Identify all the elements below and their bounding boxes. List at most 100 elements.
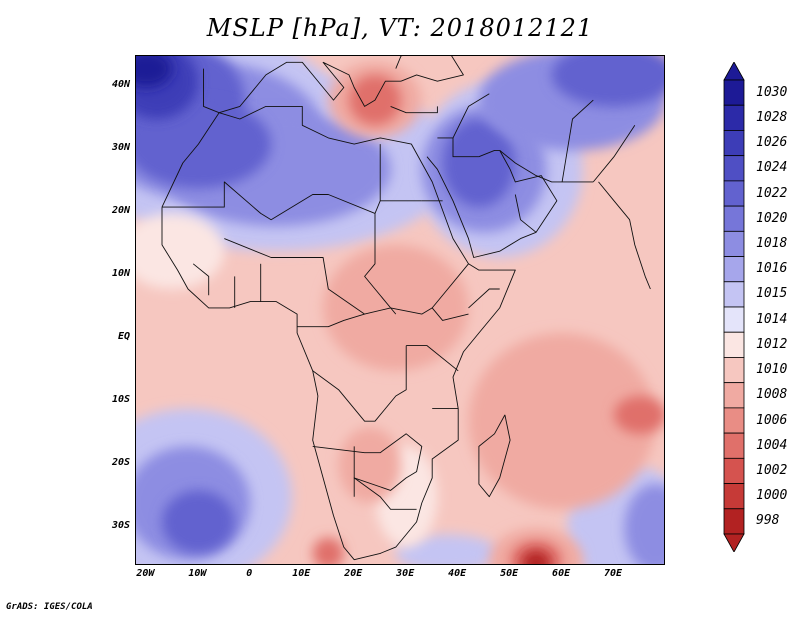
colorbar-level-label: 1014 <box>756 311 788 327</box>
pressure-contour-region <box>521 550 551 564</box>
colorbar-swatch <box>723 382 745 409</box>
country-border <box>192 263 210 296</box>
country-border <box>426 150 558 258</box>
colorbar-level-label: 1020 <box>756 210 788 226</box>
lat-tick-label: 30S <box>111 520 130 532</box>
colorbar-swatch <box>723 130 745 157</box>
colorbar-level-label: 1022 <box>756 185 788 201</box>
lat-tick-label: 10S <box>111 394 130 406</box>
colorbar-top-arrow <box>723 62 745 81</box>
colorbar-swatch <box>723 180 745 207</box>
colorbar-level-label: 1004 <box>756 437 788 453</box>
colorbar-swatch <box>723 79 745 106</box>
lon-tick-label: 50E <box>500 568 519 579</box>
lon-tick-label: 70E <box>604 568 623 579</box>
colorbar-swatch <box>723 508 745 535</box>
lat-tick-label: 40N <box>111 79 130 91</box>
pressure-contour-region <box>161 490 235 554</box>
colorbar-level-label: 1028 <box>756 109 788 125</box>
country-border <box>203 61 401 114</box>
country-border <box>224 238 469 321</box>
country-border <box>514 194 537 233</box>
colorbar-level-label: 1012 <box>756 336 788 352</box>
pressure-contour-region <box>614 396 664 434</box>
lon-tick-label: 60E <box>552 568 571 579</box>
country-border <box>452 137 479 158</box>
pressure-contour-region <box>338 427 401 504</box>
colorbar <box>723 62 745 552</box>
colorbar-level-label: 1000 <box>756 488 788 504</box>
colorbar-level-label: 1030 <box>756 84 788 100</box>
lon-tick-label: 10W <box>188 568 207 579</box>
lon-tick-label: 20E <box>344 568 363 579</box>
lat-tick-label: 30N <box>111 142 130 154</box>
lon-tick-label: 40E <box>448 568 467 579</box>
country-border <box>297 313 365 328</box>
lat-tick-label: 10N <box>111 268 130 280</box>
country-border <box>353 446 417 510</box>
country-border <box>478 149 500 158</box>
country-border <box>406 345 459 372</box>
colorbar-level-label: 998 <box>756 513 780 529</box>
lat-tick-label: 20S <box>111 457 130 469</box>
lon-tick-label: 30E <box>396 568 415 579</box>
colorbar-level-label: 1015 <box>756 286 788 302</box>
country-border <box>598 181 651 290</box>
colorbar-swatch <box>723 357 745 384</box>
colorbar-level-label: 1016 <box>756 261 788 277</box>
country-border <box>390 105 438 114</box>
pressure-contour-region <box>323 244 469 371</box>
pressure-contour-region <box>136 213 225 289</box>
lat-tick-label: EQ <box>117 331 130 343</box>
pressure-contour-region <box>312 537 344 564</box>
country-border <box>364 213 397 315</box>
country-border <box>468 288 500 309</box>
colorbar-swatch <box>723 483 745 510</box>
country-border <box>499 150 594 183</box>
colorbar-bottom-arrow <box>723 533 745 552</box>
colorbar-swatch <box>723 205 745 232</box>
colorbar-swatch <box>723 331 745 358</box>
country-border <box>162 144 381 221</box>
colorbar-level-label: 1024 <box>756 160 788 176</box>
colorbar-swatch <box>723 432 745 459</box>
colorbar-swatch <box>723 281 745 308</box>
pressure-contour-region <box>136 100 272 189</box>
colorbar-level-label: 1026 <box>756 135 788 151</box>
country-border <box>161 105 516 561</box>
pressure-contour-region <box>468 333 656 510</box>
country-border <box>312 433 423 497</box>
country-border <box>561 99 594 182</box>
colorbar-swatch <box>723 407 745 434</box>
pressure-contour-region <box>136 56 173 88</box>
pressure-shading <box>136 56 664 564</box>
colorbar-swatch <box>723 457 745 484</box>
colorbar-swatch <box>723 256 745 283</box>
country-border <box>478 414 511 498</box>
map-title: MSLP [hPa], VT: 2018012121 <box>206 14 594 42</box>
pressure-map[interactable] <box>135 55 665 565</box>
pressure-contour-region <box>395 534 500 564</box>
country-border <box>312 345 407 422</box>
lon-tick-label: 0 <box>246 568 253 579</box>
country-border <box>592 125 636 183</box>
colorbar-level-label: 1002 <box>756 462 788 478</box>
pressure-contour-region <box>624 484 664 564</box>
colorbar-swatch <box>723 155 745 182</box>
colorbar-level-label: 1008 <box>756 387 788 403</box>
country-border <box>431 263 469 309</box>
country-border <box>395 56 464 82</box>
credit-text: GrADS: IGES/COLA <box>6 602 93 612</box>
lon-tick-label: 20W <box>136 568 155 579</box>
pressure-contour-region <box>442 118 516 208</box>
country-border <box>437 93 490 139</box>
colorbar-level-label: 1010 <box>756 362 788 378</box>
colorbar-swatch <box>723 306 745 333</box>
colorbar-level-label: 1018 <box>756 235 788 251</box>
lat-tick-label: 20N <box>111 205 130 217</box>
lon-tick-label: 10E <box>292 568 311 579</box>
colorbar-level-label: 1006 <box>756 412 788 428</box>
country-borders <box>161 56 651 561</box>
pressure-field <box>136 56 664 564</box>
colorbar-swatch <box>723 230 745 257</box>
